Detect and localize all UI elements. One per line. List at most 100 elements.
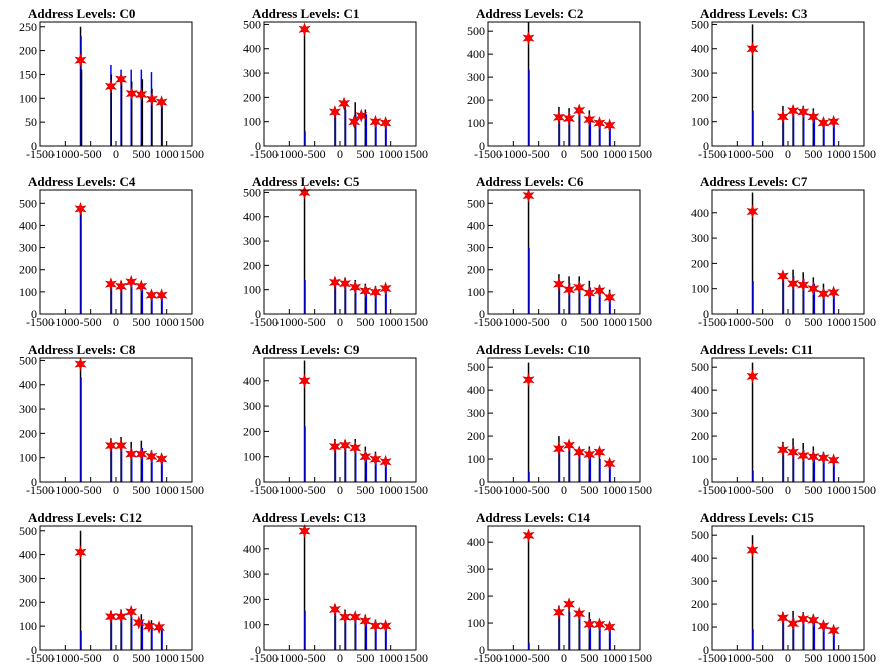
y-tick-label: 500: [243, 17, 261, 31]
plot-frame: [263, 357, 417, 483]
x-tick-label: -1500: [26, 147, 54, 161]
peak-marker: [355, 108, 368, 123]
y-tick-label: 500: [243, 185, 261, 199]
chart-svg: Address Levels: C13 0 100 200 300 400 -1500-10…: [243, 510, 428, 665]
chart-svg: Address Levels: C60100200300400500-1500-…: [467, 174, 652, 329]
peak-marker: [573, 103, 586, 118]
y-tick-label: 400: [467, 218, 485, 232]
y-tick-label: 0: [479, 139, 485, 153]
y-tick-label: 100: [467, 285, 485, 299]
peak-marker: [593, 445, 606, 460]
y-tick-label: 200: [691, 256, 709, 270]
chart-svg: Address Levels: C50100200300400500-1500-…: [243, 174, 428, 329]
chart-panel-c15: Address Levels: C15 0 100 200 300 400 500 -1500…: [672, 504, 896, 672]
x-tick-label: 1500: [628, 147, 652, 161]
chart-svg: Address Levels: C14 0 100 200 300 400 -1500-10…: [467, 510, 652, 665]
peak-marker: [369, 285, 382, 300]
x-tick-label: -500: [752, 315, 774, 329]
peak-marker: [797, 612, 810, 626]
x-tick-label: 0: [337, 315, 343, 329]
y-tick-label: 300: [19, 571, 37, 585]
peak-marker: [74, 201, 87, 216]
x-tick-label: -1500: [250, 147, 278, 161]
x-tick-label: 1500: [404, 483, 428, 497]
x-tick-label: -1500: [474, 651, 502, 665]
x-tick-label: -1500: [250, 651, 278, 665]
y-tick-label: 100: [19, 619, 37, 633]
x-tick-label: 500: [356, 147, 374, 161]
chart-panel-c11: Address Levels: C11 0 100 200 300 400 500 -1500…: [672, 336, 896, 504]
x-tick-label: 0: [561, 651, 567, 665]
y-tick-label: 500: [691, 528, 709, 542]
x-tick-label: 1500: [404, 315, 428, 329]
peak-marker: [125, 447, 138, 461]
y-tick-label: 0: [479, 307, 485, 321]
chart-title: Address Levels: C3: [700, 6, 808, 21]
chart-svg: Address Levels: C10100200300400500-1500-…: [243, 6, 428, 161]
peak-marker: [339, 610, 352, 625]
y-tick-label: 250: [19, 20, 37, 34]
peak-marker: [145, 92, 158, 107]
peak-marker: [583, 112, 596, 127]
peak-marker: [563, 597, 576, 612]
peak-marker: [369, 619, 382, 633]
x-tick-label: -1000: [499, 315, 527, 329]
peak-marker: [563, 438, 576, 453]
chart-svg: Address Levels: C15 0 100 200 300 400 500 -1500…: [691, 510, 876, 665]
peak-marker: [142, 619, 155, 634]
peak-marker: [125, 86, 138, 101]
peak-marker: [776, 610, 789, 625]
x-tick-label: 500: [132, 315, 150, 329]
x-tick-label: -1000: [499, 147, 527, 161]
y-tick-label: 200: [691, 90, 709, 104]
plot-frame: [487, 189, 641, 315]
x-tick-label: 1500: [628, 483, 652, 497]
peak-marker: [359, 449, 372, 464]
peak-marker: [339, 276, 352, 291]
peak-marker: [787, 103, 800, 118]
peak-marker: [776, 109, 789, 124]
chart-svg: Address Levels: C12 0 100 200 300 400 500 -1500…: [19, 510, 204, 665]
x-tick-label: -1500: [250, 483, 278, 497]
x-tick-label: 500: [356, 651, 374, 665]
peak-marker: [153, 620, 166, 635]
y-tick-label: 400: [691, 42, 709, 56]
chart-panel-c14: Address Levels: C14 0 100 200 300 400 -1500 -10…: [448, 504, 672, 672]
x-tick-label: 1500: [404, 651, 428, 665]
y-tick-label: 500: [691, 360, 709, 374]
x-tick-label: 1500: [852, 147, 876, 161]
y-tick-label: 300: [691, 231, 709, 245]
x-tick-label: 1500: [180, 315, 204, 329]
peak-marker: [522, 188, 535, 203]
y-tick-label: 0: [703, 139, 709, 153]
y-tick-label: 400: [467, 47, 485, 61]
plot-frame: [711, 21, 865, 147]
x-tick-label: -1000: [275, 315, 303, 329]
peak-marker: [145, 449, 158, 464]
x-tick-label: -1000: [275, 483, 303, 497]
x-tick-label: -1500: [250, 315, 278, 329]
x-tick-label: 0: [561, 147, 567, 161]
peak-marker: [369, 114, 382, 129]
peak-marker: [369, 452, 382, 467]
peak-marker: [746, 41, 759, 56]
x-tick-label: -1500: [26, 315, 54, 329]
plot-frame: [487, 21, 641, 147]
peak-marker: [817, 450, 830, 465]
x-tick-label: 1000: [827, 147, 851, 161]
x-tick-label: 500: [356, 315, 374, 329]
peak-marker: [746, 204, 759, 219]
y-tick-label: 500: [19, 353, 37, 367]
peak-marker: [746, 543, 759, 558]
chart-panel-c1: Address Levels: C1 0 100 200 300 400 500 -1500-…: [224, 0, 448, 168]
x-tick-label: 1000: [827, 315, 851, 329]
peak-marker: [298, 524, 311, 538]
y-tick-label: 500: [691, 17, 709, 31]
x-tick-label: 1000: [379, 315, 403, 329]
y-tick-label: 200: [243, 258, 261, 272]
chart-panel-c3: Address Levels: C3 0 100 200 300 400 500 -1500-…: [672, 0, 896, 168]
y-tick-label: 200: [467, 93, 485, 107]
peak-marker: [787, 616, 800, 631]
y-tick-label: 150: [19, 67, 37, 81]
chart-title: Address Levels: C13: [252, 510, 366, 525]
